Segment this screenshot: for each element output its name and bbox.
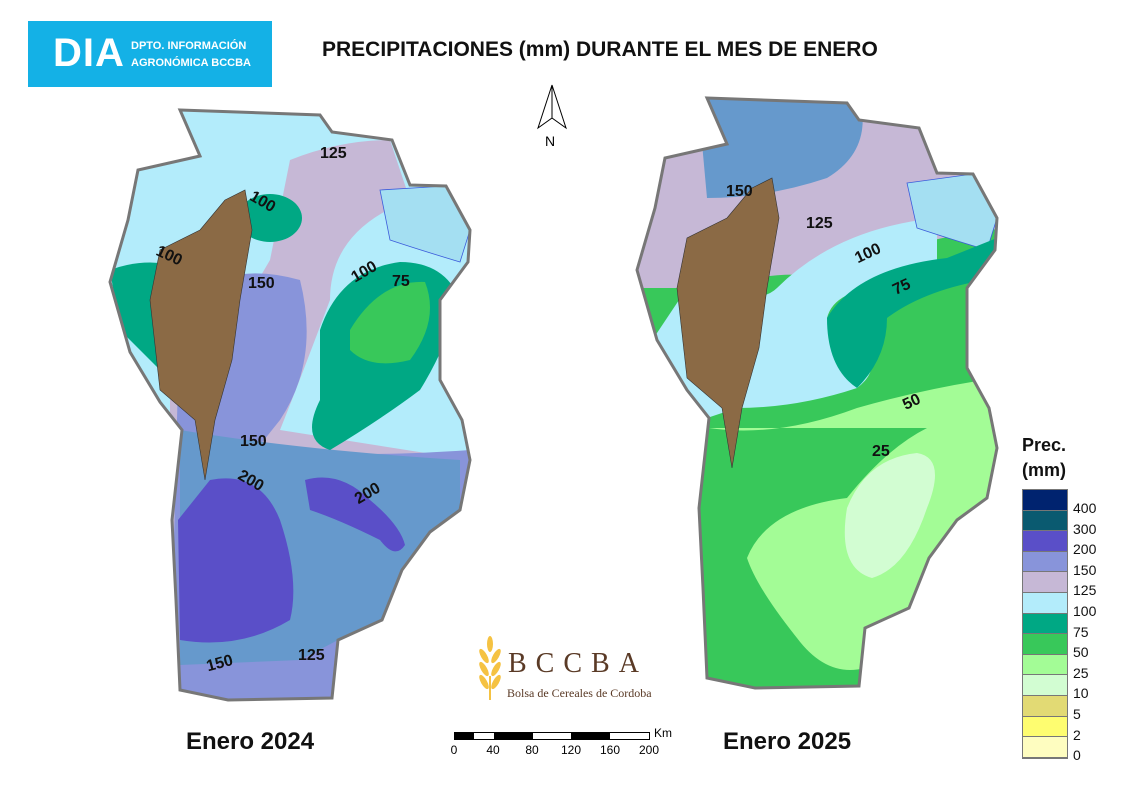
legend-swatch	[1023, 695, 1067, 717]
contour-label: 125	[806, 215, 833, 232]
legend-value: 5	[1073, 706, 1081, 722]
legend-swatch	[1023, 490, 1067, 511]
legend-swatch	[1023, 675, 1067, 696]
contour-label: 150	[240, 433, 267, 450]
legend-swatch	[1023, 654, 1067, 676]
map-enero-2024: 125 100 100 150 100 75 150 200 200 150 1…	[108, 108, 472, 702]
north-arrow-icon: N	[537, 84, 567, 149]
legend-swatch	[1023, 613, 1067, 635]
logo-acronym: DIA	[53, 31, 125, 75]
dia-logo: DIA DPTO. INFORMACIÓN AGRONÓMICA BCCBA	[28, 21, 272, 87]
map-label-2025: Enero 2025	[723, 728, 852, 755]
scale-tick: 200	[638, 743, 660, 757]
north-label: N	[545, 133, 555, 149]
scale-tick: 80	[525, 743, 539, 757]
contour-label: 125	[298, 647, 325, 664]
legend-swatch	[1023, 551, 1067, 573]
contour-label: 150	[205, 652, 235, 675]
contour-label: 150	[248, 275, 275, 292]
legend-value: 2	[1073, 726, 1081, 743]
legend-value: 150	[1073, 561, 1097, 578]
contour-label: 75	[392, 273, 410, 290]
scale-tick: 120	[560, 743, 582, 757]
brand-name: BCCBA	[508, 648, 648, 679]
contour-label: 75	[890, 276, 913, 299]
legend-swatch	[1023, 531, 1067, 552]
legend-swatch	[1023, 592, 1067, 614]
legend-value: 75	[1073, 623, 1089, 640]
scale-tick: 0	[450, 743, 458, 757]
scale-unit: Km	[654, 726, 672, 740]
legend-value: 125	[1073, 582, 1097, 599]
brand-tagline: Bolsa de Cereales de Cordoba	[507, 686, 652, 700]
legend-value: 100	[1073, 603, 1097, 619]
legend-swatch	[1023, 737, 1067, 758]
logo-line2: AGRONÓMICA BCCBA	[131, 57, 251, 69]
logo-line1: DPTO. INFORMACIÓN	[131, 40, 247, 52]
wheat-icon	[479, 636, 501, 700]
scale-tick: 160	[599, 743, 621, 757]
legend-title: Prec.	[1022, 435, 1067, 455]
legend-swatch	[1023, 716, 1067, 738]
legend-value: 25	[1073, 664, 1089, 681]
legend-value: 10	[1073, 685, 1089, 702]
contour-label: 25	[872, 443, 890, 460]
scale-tick: 40	[486, 743, 500, 757]
map-label-2024: Enero 2024	[186, 728, 315, 755]
contour-label: 50	[900, 391, 923, 414]
scale-bar: Km 0 40 80 120 160 200	[451, 726, 672, 757]
legend-value: 200	[1073, 541, 1097, 558]
legend-value: 50	[1073, 644, 1089, 661]
legend-swatch	[1023, 572, 1067, 593]
contour-label: 150	[726, 183, 753, 200]
legend-swatches: 400 300 200 150 125 100 75 50 25 10 5 2 0	[1022, 489, 1096, 763]
legend-unit: (mm)	[1022, 460, 1066, 480]
legend-value: 400	[1073, 500, 1097, 516]
legend-value: 0	[1073, 747, 1081, 764]
legend: Prec. (mm) 400 300 200 150 125 100 75 50 25 10 5 2 0	[1022, 433, 1096, 763]
bccba-logo: BCCBA Bolsa de Cereales de Cordoba	[475, 636, 652, 705]
contour-label: 125	[320, 145, 347, 162]
legend-swatch	[1023, 510, 1067, 532]
contour-labels-2025: 150 125 100 75 50 25	[726, 183, 923, 460]
legend-value: 300	[1073, 520, 1097, 537]
page-title: PRECIPITACIONES (mm) DURANTE EL MES DE E…	[322, 38, 878, 61]
legend-swatch	[1023, 634, 1067, 655]
map-enero-2025	[635, 96, 999, 690]
